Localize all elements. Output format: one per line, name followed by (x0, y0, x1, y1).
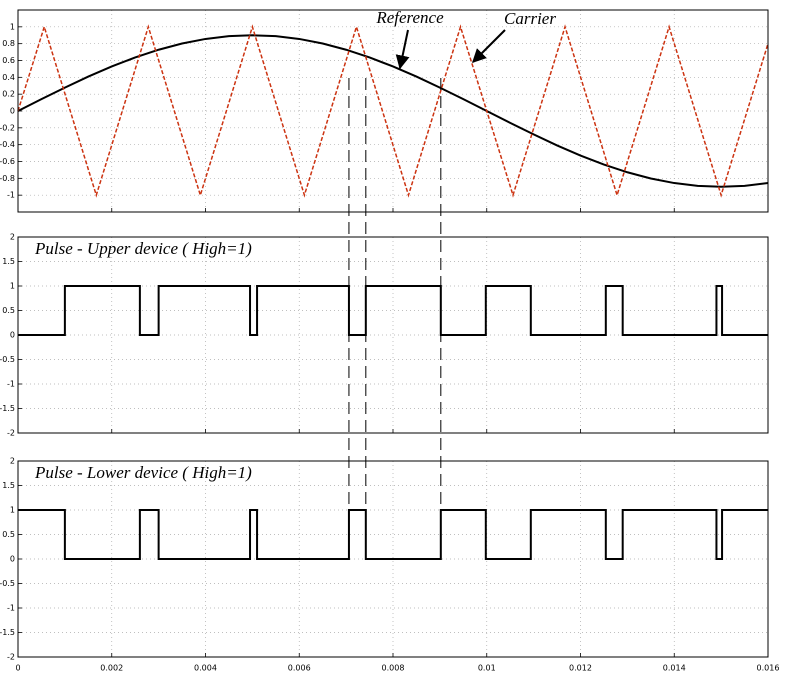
subplot-title: Pulse - Lower device ( High=1) (34, 463, 252, 482)
y-tick-label: 2 (10, 457, 15, 466)
y-tick-label: 0.4 (2, 73, 15, 82)
y-tick-label: 1 (10, 506, 15, 515)
y-tick-label: 0.5 (2, 530, 15, 539)
x-tick-label: 0.006 (288, 664, 311, 673)
series-line (17, 24, 769, 198)
y-tick-label: -0.5 (0, 579, 15, 588)
x-tick-label: 0.012 (569, 664, 592, 673)
y-tick-label: -2 (7, 429, 15, 438)
y-tick-label: 0.2 (2, 90, 15, 99)
y-tick-label: -0.6 (0, 157, 15, 166)
plot-border (17, 236, 769, 434)
y-tick-label: -1.5 (0, 404, 15, 413)
subplot-title: Pulse - Upper device ( High=1) (34, 239, 252, 258)
y-tick-label: -2 (7, 653, 15, 662)
y-tick-label: -0.2 (0, 123, 15, 132)
x-tick-label: 0.01 (478, 664, 496, 673)
y-tick-label: -0.8 (0, 174, 15, 183)
y-tick-label: 0.5 (2, 306, 15, 315)
y-tick-label: 0 (10, 331, 15, 340)
series-line (18, 509, 768, 560)
y-tick-label: 0.6 (2, 56, 15, 65)
x-tick-label: 0 (15, 664, 20, 673)
y-tick-label: -1.5 (0, 628, 15, 637)
plot-border (17, 9, 769, 213)
y-tick-label: 1.5 (2, 481, 15, 490)
y-tick-label: 2 (10, 233, 15, 242)
annotation: Reference (375, 8, 444, 27)
y-tick-label: 1 (10, 22, 15, 31)
annotation: Carrier (504, 9, 556, 28)
series-line (17, 34, 769, 188)
y-tick-label: -0.5 (0, 355, 15, 364)
y-tick-label: 0 (10, 107, 15, 116)
plot-border (17, 460, 769, 658)
y-tick-label: 0 (10, 555, 15, 564)
y-tick-label: 1 (10, 282, 15, 291)
annotation-arrow (395, 29, 410, 70)
annotation-arrow (472, 29, 506, 63)
y-tick-label: -1 (7, 604, 15, 613)
y-tick-label: 1.5 (2, 257, 15, 266)
x-tick-label: 0.004 (194, 664, 217, 673)
series-line (18, 285, 768, 336)
x-tick-label: 0.016 (757, 664, 780, 673)
x-tick-label: 0.002 (100, 664, 123, 673)
x-tick-label: 0.014 (663, 664, 686, 673)
y-tick-label: -1 (7, 191, 15, 200)
x-tick-label: 0.008 (382, 664, 405, 673)
y-tick-label: -0.4 (0, 140, 15, 149)
y-tick-label: -1 (7, 380, 15, 389)
y-tick-label: 0.8 (2, 39, 15, 48)
